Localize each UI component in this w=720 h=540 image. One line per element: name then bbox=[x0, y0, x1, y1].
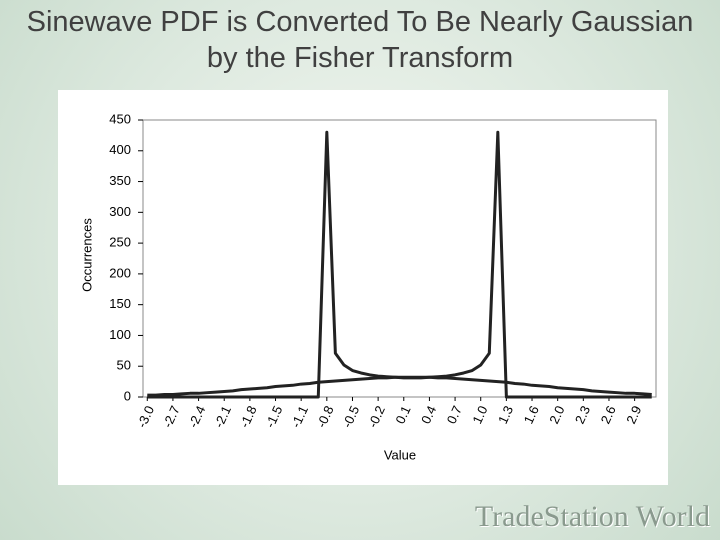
x-tick-label: 1.3 bbox=[495, 403, 516, 426]
x-tick-label: 2.0 bbox=[546, 403, 567, 426]
y-tick-label: 350 bbox=[109, 173, 131, 188]
x-tick-label: 2.3 bbox=[572, 403, 593, 426]
y-tick-label: 400 bbox=[109, 142, 131, 157]
plot-area bbox=[142, 119, 657, 398]
y-tick-label: 250 bbox=[109, 235, 131, 250]
y-tick-label: 100 bbox=[109, 327, 131, 342]
y-tick-label: 200 bbox=[109, 265, 131, 280]
x-tick-label: 1.6 bbox=[521, 403, 542, 426]
y-tick-label: 50 bbox=[117, 358, 131, 373]
y-axis-label: Occurrences bbox=[79, 218, 94, 292]
y-tick-label: 450 bbox=[109, 111, 131, 126]
x-tick-label: 0.1 bbox=[392, 403, 413, 426]
logo: TradeStation World bbox=[474, 500, 710, 533]
x-tick-label: 1.0 bbox=[469, 403, 490, 426]
chart-title: Sinewave PDF is Converted To Be Nearly G… bbox=[26, 6, 694, 74]
y-tick-label: 300 bbox=[109, 204, 131, 219]
y-tick-label: 150 bbox=[109, 296, 131, 311]
x-tick-label: 2.6 bbox=[598, 403, 619, 426]
x-tick-label: 0.7 bbox=[444, 403, 465, 426]
x-tick-label: 0.4 bbox=[418, 403, 439, 426]
series-line bbox=[147, 375, 652, 397]
chart-area bbox=[58, 90, 668, 485]
x-tick-label: 2.9 bbox=[623, 403, 644, 426]
x-axis-label: Value bbox=[384, 447, 416, 462]
y-tick-label: 0 bbox=[124, 388, 131, 403]
